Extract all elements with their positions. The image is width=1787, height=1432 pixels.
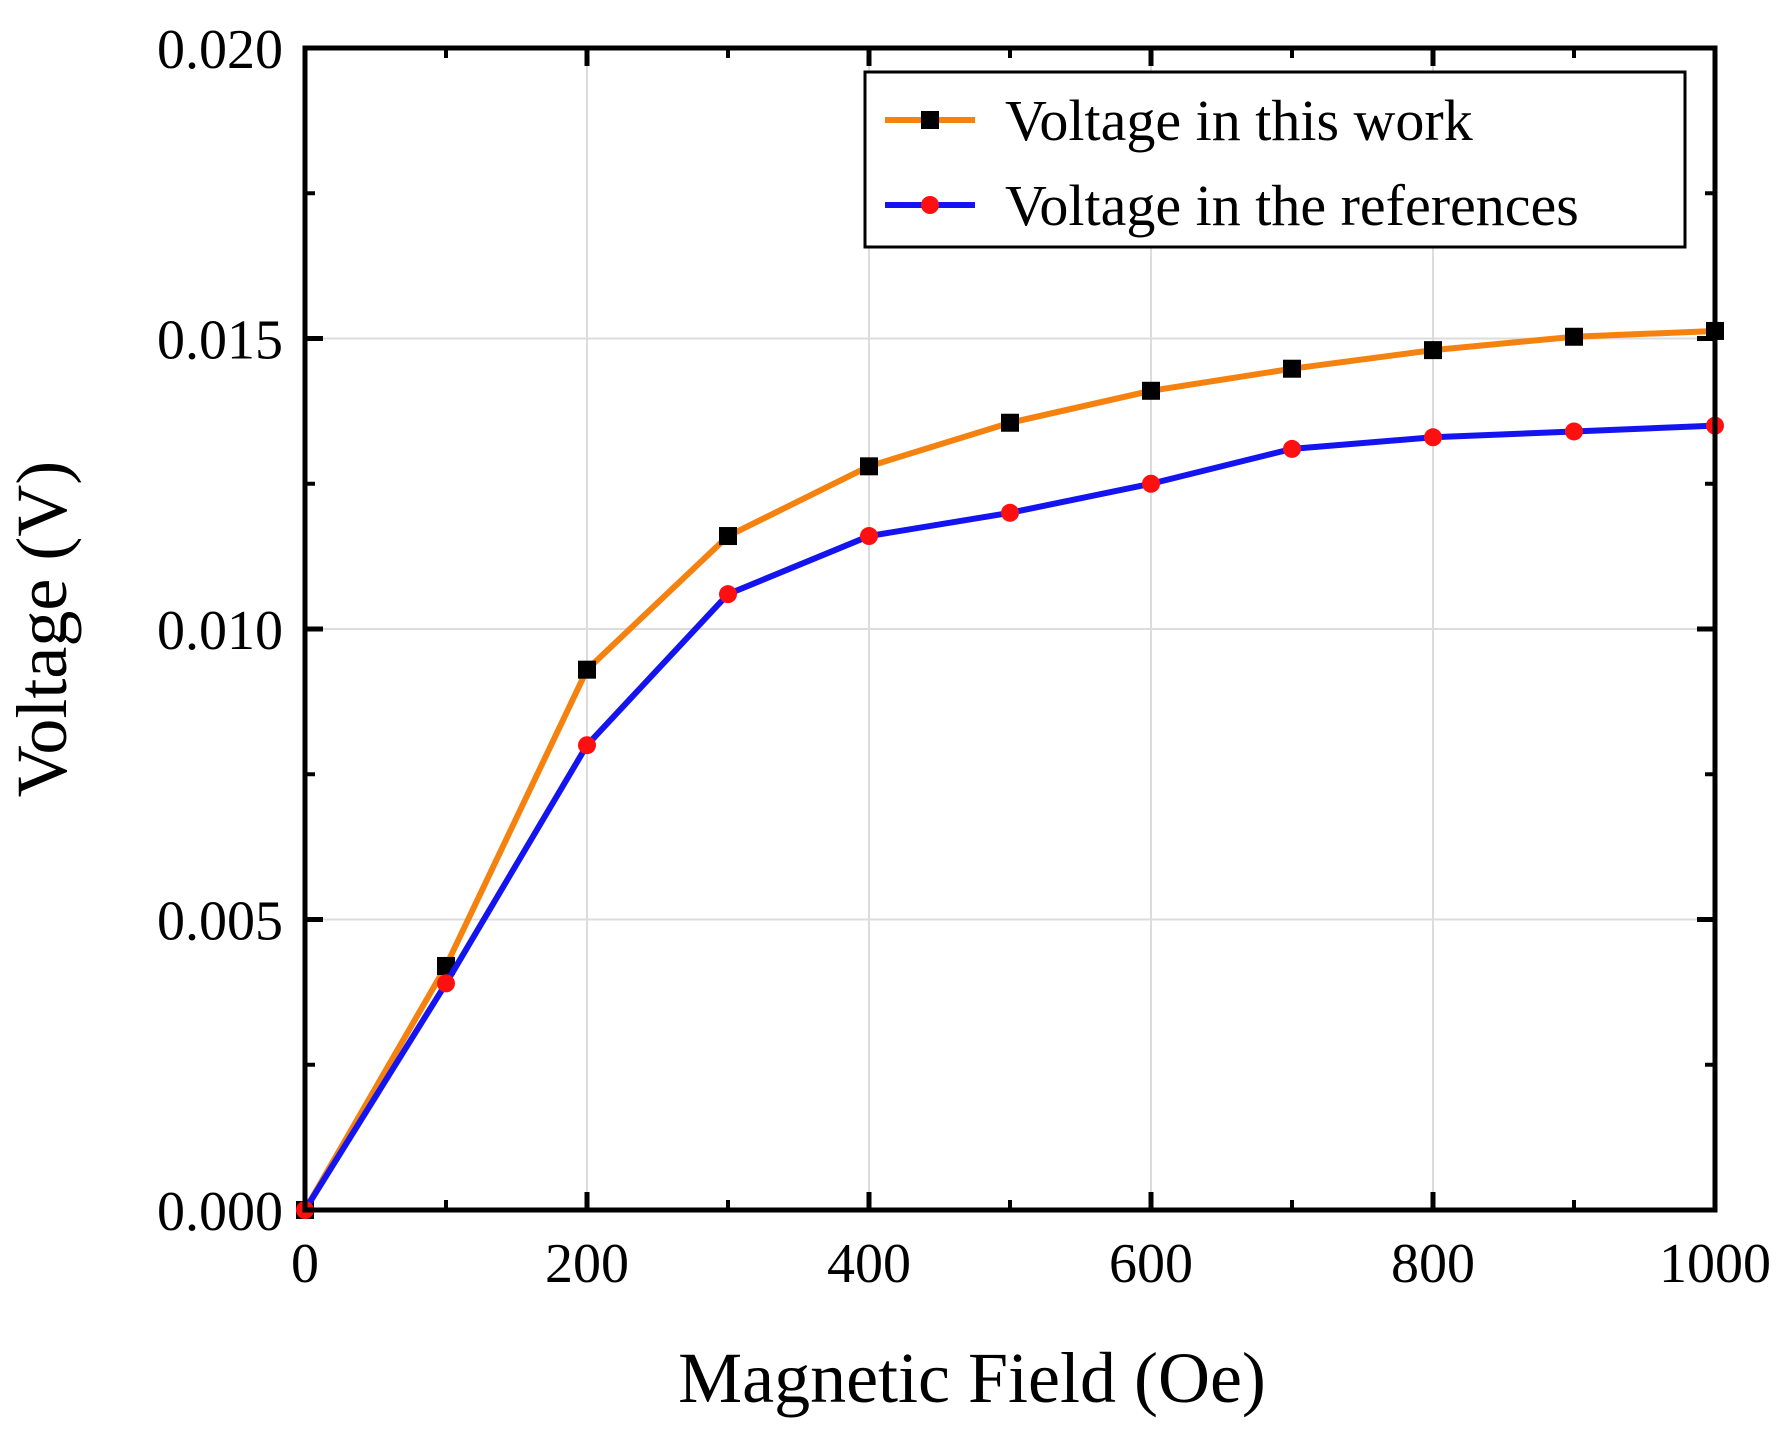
series-layer xyxy=(296,321,1724,1219)
data-point xyxy=(1142,474,1160,493)
data-point xyxy=(1001,503,1019,522)
y-tick-label: 0.005 xyxy=(157,891,283,953)
x-axis-title: Magnetic Field (Oe) xyxy=(678,1338,1266,1418)
legend-label-series-2: Voltage in the references xyxy=(1005,173,1579,238)
data-point xyxy=(860,457,878,476)
axis-ticks xyxy=(302,45,1718,1213)
series-1 xyxy=(296,321,1724,1219)
data-point xyxy=(578,660,596,679)
data-point xyxy=(1424,428,1442,447)
legend-box xyxy=(863,70,1687,249)
data-point xyxy=(1565,327,1583,346)
x-tick-label: 0 xyxy=(291,1233,319,1295)
y-tick-label: 0.020 xyxy=(157,19,283,81)
legend: Voltage in this work Voltage in the refe… xyxy=(863,70,1687,249)
series-1-line xyxy=(302,327,1716,1212)
legend-marker-series-1 xyxy=(921,111,939,129)
data-point xyxy=(719,527,737,546)
data-point xyxy=(1424,341,1442,360)
x-tick-labels: 0 200 400 600 800 1000 xyxy=(291,1233,1771,1295)
data-point xyxy=(1283,439,1301,458)
x-tick-label: 600 xyxy=(1109,1233,1193,1295)
data-point xyxy=(1142,381,1160,400)
y-tick-label: 0.000 xyxy=(157,1181,283,1243)
y-tick-label: 0.010 xyxy=(157,600,283,662)
data-point xyxy=(860,527,878,546)
series-2 xyxy=(296,416,1724,1219)
legend-marker-series-2 xyxy=(921,196,939,214)
data-point xyxy=(719,585,737,604)
x-tick-label: 400 xyxy=(827,1233,911,1295)
y-axis-title: Voltage (V) xyxy=(2,461,82,798)
legend-label-series-1: Voltage in this work xyxy=(1005,88,1473,153)
data-point xyxy=(1565,422,1583,441)
data-point xyxy=(1001,413,1019,432)
y-tick-labels: 0.000 0.005 0.010 0.015 0.020 xyxy=(157,19,283,1243)
data-point xyxy=(1283,359,1301,378)
y-tick-label: 0.015 xyxy=(157,310,283,372)
data-point xyxy=(437,974,455,993)
x-tick-label: 1000 xyxy=(1659,1233,1771,1295)
data-point xyxy=(578,736,596,755)
x-tick-label: 800 xyxy=(1391,1233,1475,1295)
x-tick-label: 200 xyxy=(545,1233,629,1295)
